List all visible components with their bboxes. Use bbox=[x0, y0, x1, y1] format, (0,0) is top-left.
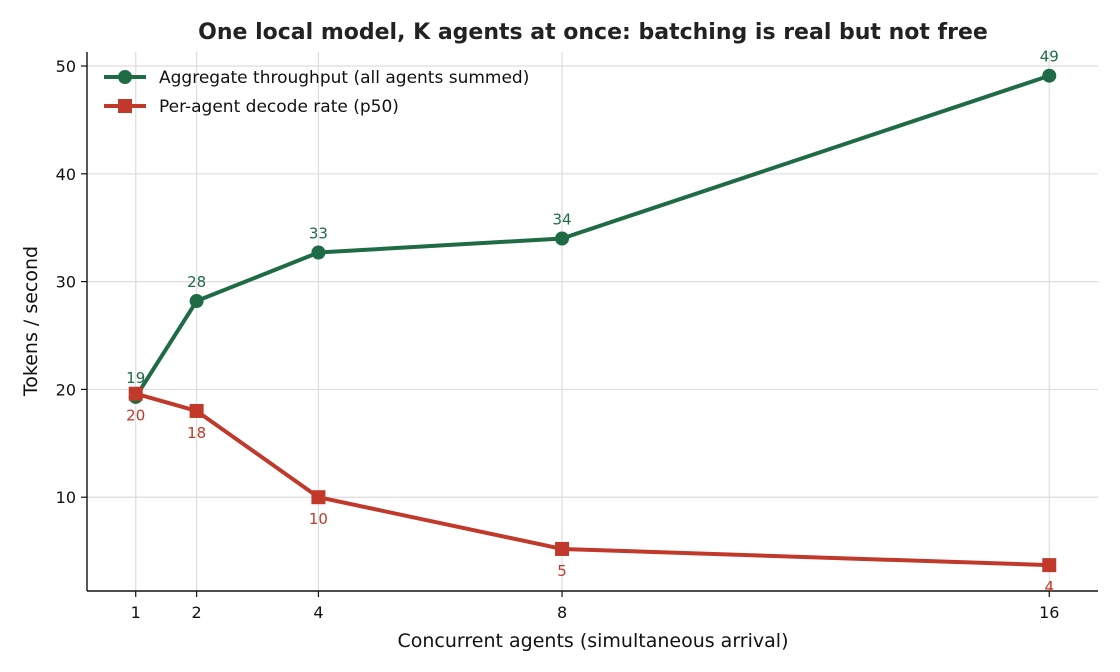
data-point bbox=[189, 403, 204, 418]
y-tick-label: 30 bbox=[56, 273, 76, 292]
data-label: 18 bbox=[187, 424, 206, 442]
data-point bbox=[555, 231, 570, 246]
data-label: 34 bbox=[553, 210, 572, 228]
legend-marker-0 bbox=[118, 70, 132, 84]
data-label: 19 bbox=[126, 369, 145, 387]
x-axis-label: Concurrent agents (simultaneous arrival) bbox=[398, 630, 789, 652]
x-tick-label: 16 bbox=[1039, 603, 1059, 622]
y-tick-label: 40 bbox=[56, 165, 76, 184]
data-point bbox=[311, 490, 326, 505]
y-tick-label: 10 bbox=[56, 488, 76, 507]
legend-marker-1 bbox=[118, 99, 132, 113]
grid bbox=[87, 52, 1098, 591]
y-tick-label: 20 bbox=[56, 380, 76, 399]
x-tick-label: 8 bbox=[557, 603, 567, 622]
data-label: 33 bbox=[309, 225, 328, 243]
data-label: 4 bbox=[1045, 578, 1055, 596]
axes: 1 2 4 8 16 10 20 30 40 50 bbox=[56, 52, 1098, 622]
x-tick-label: 4 bbox=[313, 603, 323, 622]
legend: Aggregate throughput (all agents summed)… bbox=[104, 68, 529, 117]
data-point bbox=[555, 541, 570, 556]
y-tick-label: 50 bbox=[56, 57, 76, 76]
data-point bbox=[128, 386, 143, 401]
data-point bbox=[1042, 68, 1057, 83]
x-tick-label: 2 bbox=[192, 603, 202, 622]
data-label: 20 bbox=[126, 407, 145, 425]
series-line-0 bbox=[133, 73, 1052, 399]
series-layer bbox=[128, 68, 1057, 573]
data-label: 10 bbox=[309, 510, 328, 528]
data-point bbox=[189, 294, 204, 309]
y-axis-label: Tokens / second bbox=[20, 246, 42, 397]
data-labels: 19 28 33 34 49 20 18 10 5 4 bbox=[126, 48, 1059, 596]
legend-label-1: Per-agent decode rate (p50) bbox=[159, 97, 399, 117]
data-label: 5 bbox=[557, 562, 567, 580]
data-label: 49 bbox=[1040, 48, 1059, 66]
chart-title: One local model, K agents at once: batch… bbox=[198, 20, 988, 45]
data-point bbox=[1042, 558, 1057, 573]
data-point bbox=[311, 245, 326, 260]
data-label: 28 bbox=[187, 273, 206, 291]
x-tick-label: 1 bbox=[131, 603, 141, 622]
series-line-1 bbox=[133, 391, 1052, 568]
legend-label-0: Aggregate throughput (all agents summed) bbox=[159, 68, 529, 88]
